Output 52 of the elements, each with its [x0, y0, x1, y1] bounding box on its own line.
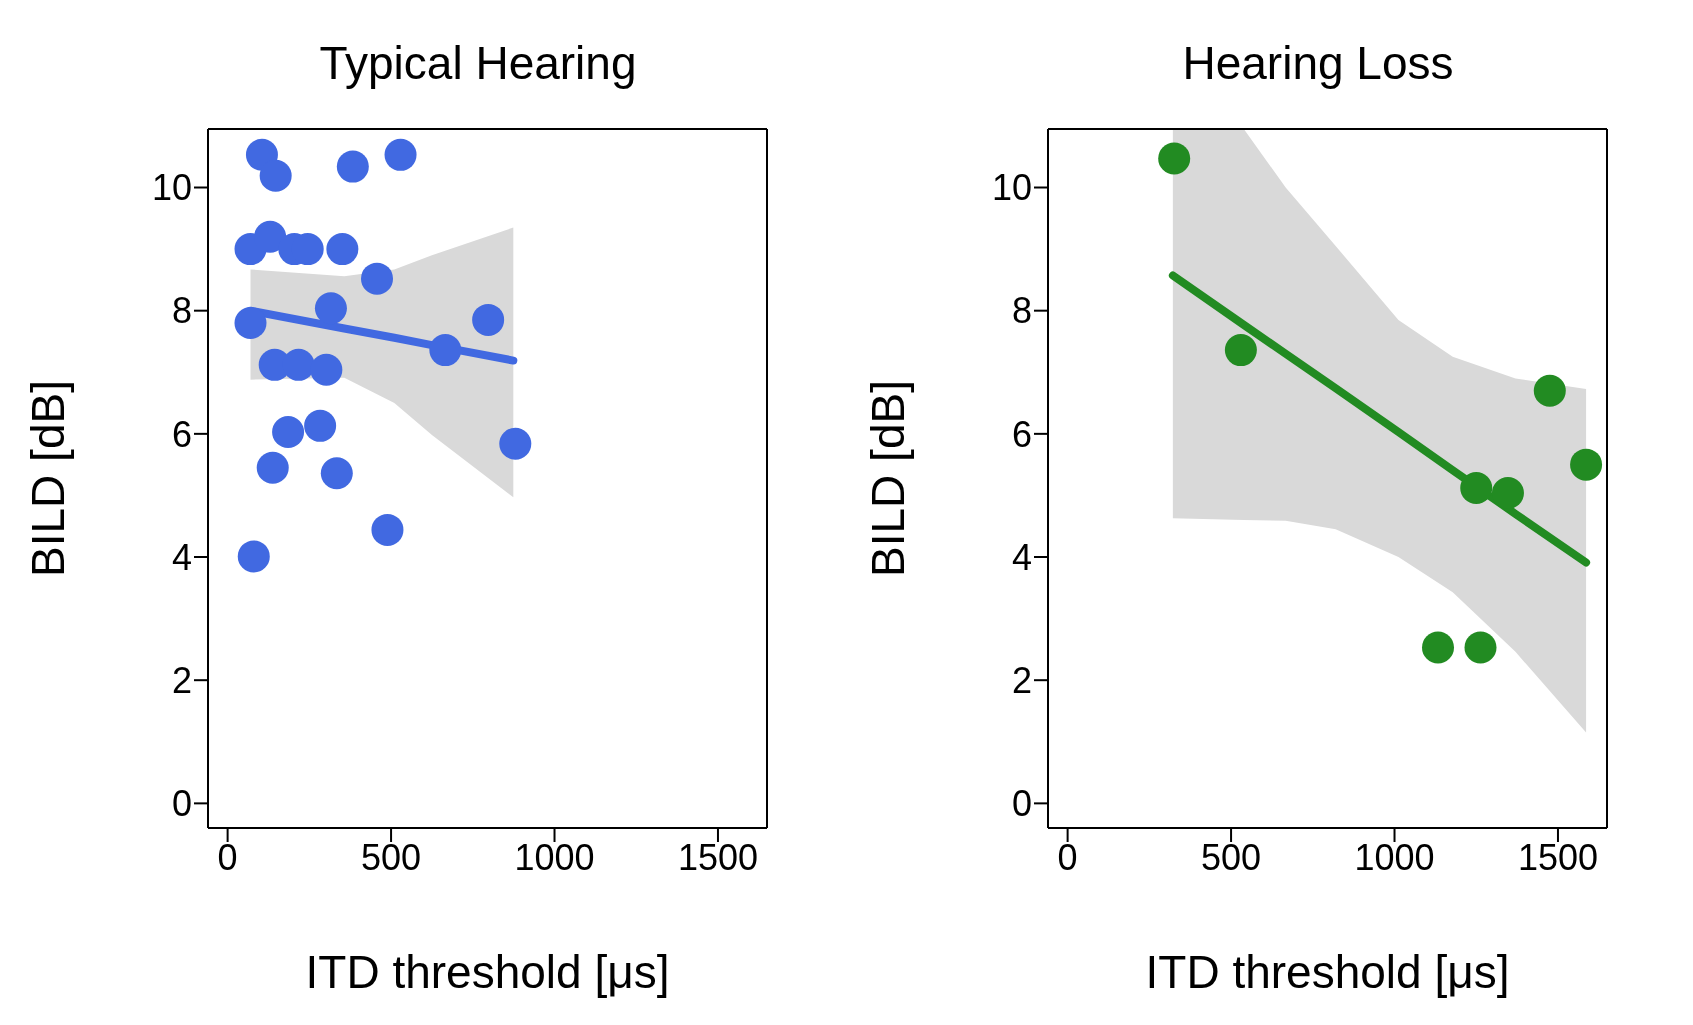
point: [256, 451, 289, 484]
point: [304, 409, 337, 442]
x-axis-title: ITD threshold [μs]: [1145, 946, 1510, 998]
x-axis-title: ITD threshold [μs]: [305, 946, 670, 998]
point: [1421, 631, 1454, 664]
point: [310, 353, 343, 386]
y-tick-label: 4: [1011, 536, 1032, 578]
x-tick-label: 0: [1057, 836, 1078, 878]
y-tick-label: 2: [1011, 659, 1032, 701]
y-tick-label: 10: [151, 167, 192, 209]
point: [272, 416, 305, 448]
point: [254, 220, 287, 253]
chart-title: Typical Hearing: [318, 36, 638, 91]
y-tick-label: 4: [171, 536, 192, 578]
point: [429, 334, 462, 367]
chart-title: Hearing Loss: [1181, 36, 1455, 91]
y-axis-title: BILD [dB]: [22, 380, 75, 577]
point: [1224, 334, 1257, 367]
x-tick-label: 1000: [1354, 836, 1435, 878]
point: [1158, 142, 1191, 175]
point: [361, 262, 394, 295]
point: [371, 513, 404, 546]
point: [1460, 472, 1493, 505]
y-tick-label: 10: [991, 167, 1032, 209]
y-tick-label: 2: [171, 659, 192, 701]
y-tick-label: 6: [1011, 413, 1032, 455]
y-tick-label: 8: [1011, 290, 1032, 332]
x-tick-label: 1500: [677, 836, 759, 878]
point: [472, 303, 505, 336]
point: [320, 457, 353, 490]
y-tick-label: 8: [171, 290, 192, 332]
point: [1533, 374, 1566, 407]
y-tick-label: 6: [171, 413, 192, 455]
x-tick-label: 500: [361, 836, 422, 878]
y-tick-label: 0: [1011, 783, 1032, 825]
point: [499, 427, 532, 460]
point: [336, 150, 369, 183]
x-tick-label: 0: [217, 836, 238, 878]
point: [237, 540, 270, 573]
point: [234, 307, 267, 339]
point: [326, 233, 359, 266]
point: [384, 138, 417, 171]
x-tick-label: 1000: [514, 836, 595, 878]
point: [259, 159, 292, 192]
point: [1570, 448, 1603, 481]
y-tick-label: 0: [171, 783, 192, 825]
point: [314, 292, 347, 325]
x-tick-label: 500: [1201, 836, 1262, 878]
point: [1491, 476, 1524, 509]
point: [1464, 631, 1497, 664]
y-axis-title: BILD [dB]: [862, 380, 915, 577]
x-tick-label: 1500: [1517, 836, 1599, 878]
